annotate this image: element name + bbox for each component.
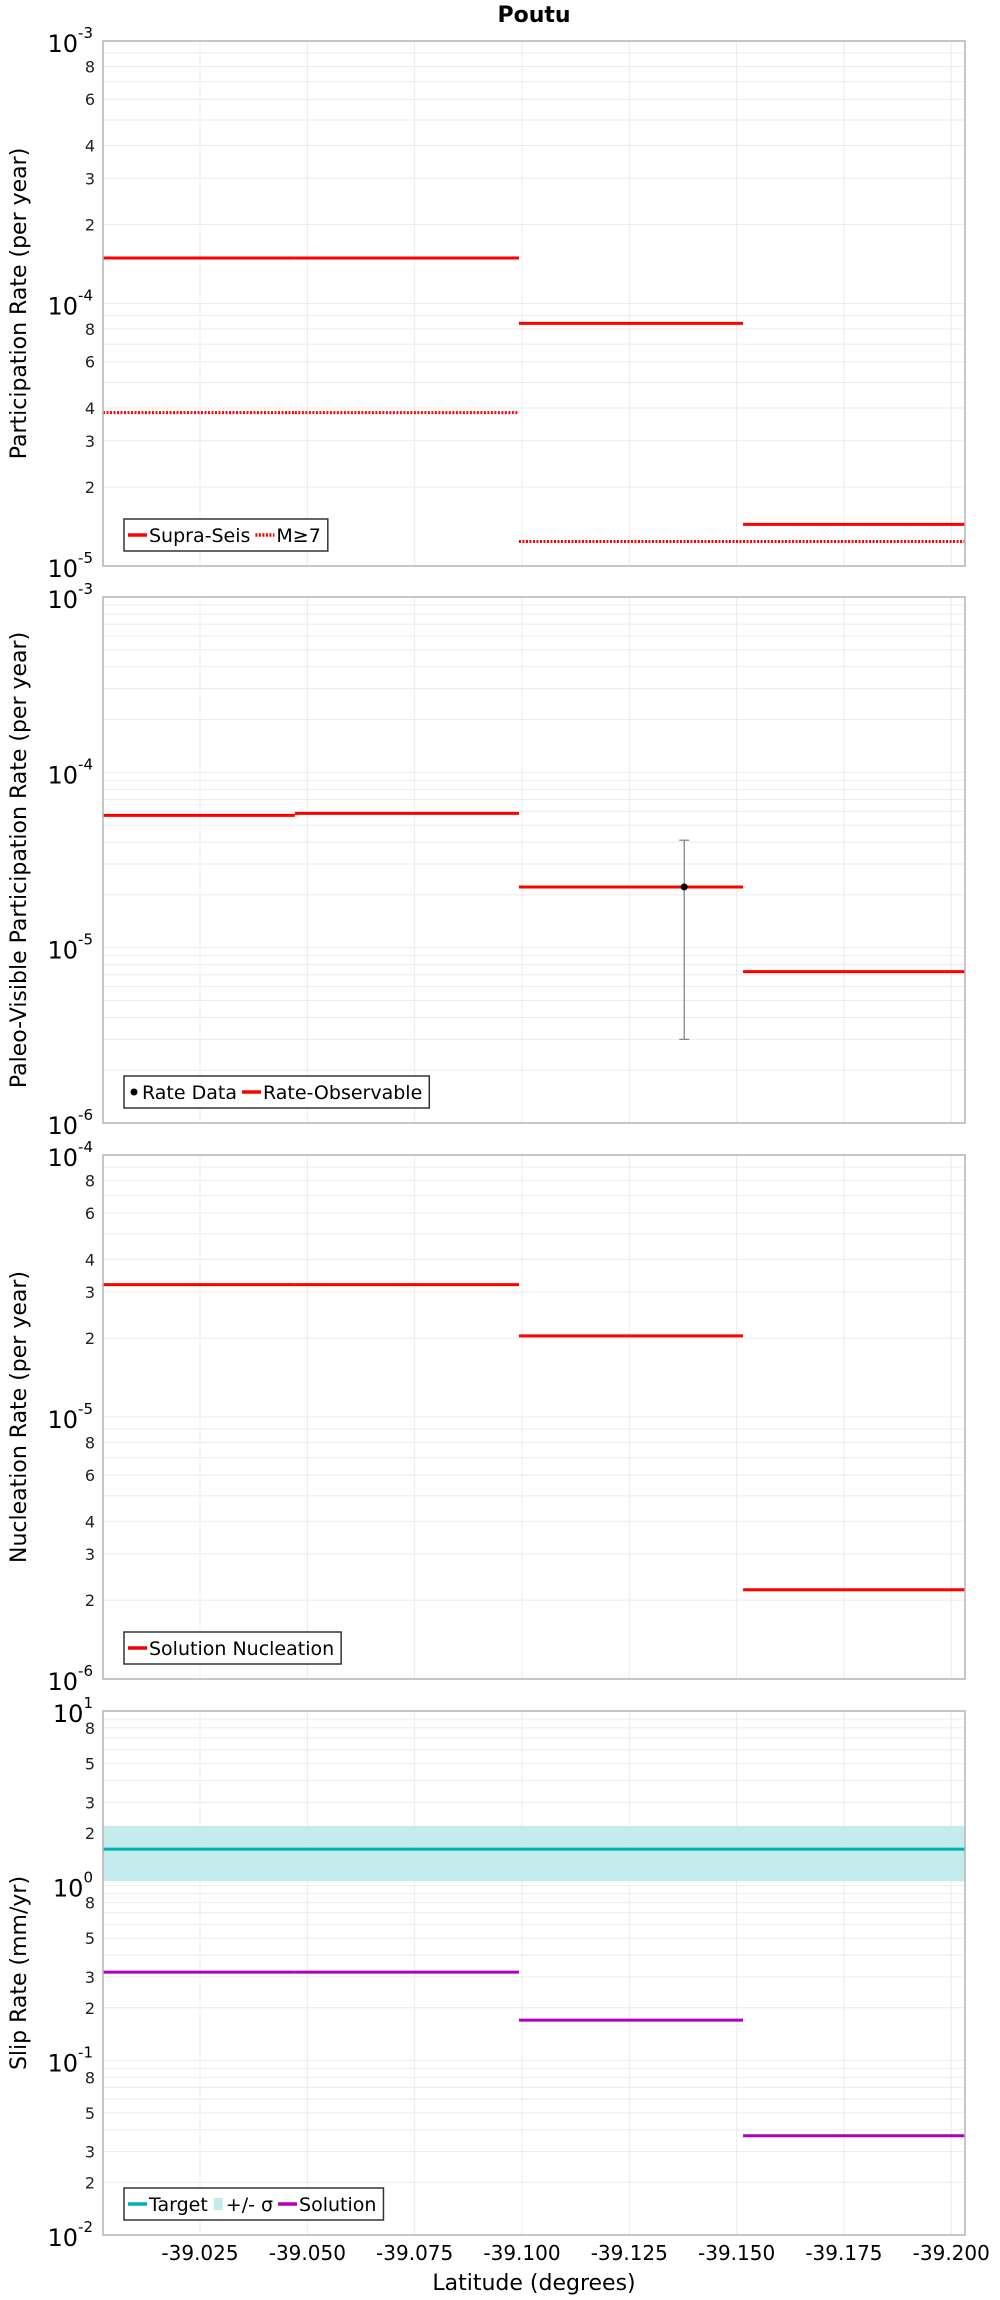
x-tick-label: -39.100 [483,2241,560,2265]
chart-title: Poutu [497,3,570,28]
y-minor-tick-label: 2 [85,1591,95,1610]
legend-box [123,1075,431,1109]
y-tick-label: 100 [53,1869,93,1903]
y-minor-tick-label: 2 [85,2173,95,2192]
legend: Target +/- σ Solution [123,2187,385,2221]
legend-box [123,2187,385,2221]
plot-frame [102,596,966,1124]
plot-frame [102,1710,966,2236]
sigma-band [103,1825,965,1882]
legend: Rate Data Rate-Observable [123,1075,431,1109]
y-tick-label: 10-3 [47,580,93,614]
legend-label: Solution [299,2194,376,2216]
y-minor-tick-label: 4 [85,1512,95,1531]
y-minor-tick-label: 8 [85,1719,95,1738]
legend-label: Target [148,2194,208,2216]
y-minor-tick-label: 3 [85,1283,95,1302]
y-minor-tick-label: 5 [85,1755,95,1774]
y-tick-label: 10-4 [47,287,93,321]
panel-2: 10-3 10-4 10-5 10-6 Paleo-Visible Participat… [7,580,966,1140]
data-point [680,883,688,891]
panel-4: 101 100 10-1 10-2 2 3 5 8 2 3 5 8 2 3 5 8 Slip Rate (mm/… [7,1694,966,2252]
legend-box [123,518,329,552]
y-tick-label: 10-6 [47,1106,93,1140]
legend-label: Rate-Observable [263,1082,422,1104]
x-tick-label: -39.050 [269,2241,346,2265]
panel-3: 10-4 10-5 10-6 2 3 4 6 8 2 3 4 6 8 Nucleation Rate (p… [7,1138,966,1696]
y-axis-label: Nucleation Rate (per year) [7,1271,32,1563]
x-tick-label: -39.025 [161,2241,238,2265]
y-minor-tick-label: 2 [85,1824,95,1843]
y-tick-label: 10-3 [47,24,93,58]
y-minor-tick-label: 3 [85,1968,95,1987]
legend-label: Rate Data [142,1082,237,1104]
x-tick-label: -39.150 [698,2241,775,2265]
y-minor-tick-label: 2 [85,1999,95,2018]
y-minor-tick-label: 8 [85,320,95,339]
legend-marker-band [213,2198,223,2210]
plot-frame [102,1154,966,1680]
y-minor-tick-label: 4 [85,136,95,155]
y-tick-label: 10-5 [47,1400,93,1434]
y-minor-tick-label: 8 [85,57,95,76]
y-minor-tick-label: 6 [85,353,95,372]
y-tick-label: 10-1 [47,2043,93,2077]
y-axis-label: Paleo-Visible Participation Rate (per ye… [7,632,32,1088]
y-tick-label: 101 [53,1694,93,1728]
legend: Solution Nucleation [123,1631,342,1665]
legend-label: M≥7 [276,525,320,547]
y-minor-tick-label: 2 [85,1329,95,1348]
y-minor-tick-label: 8 [85,1894,95,1913]
legend-marker-point [130,1088,138,1096]
y-minor-tick-label: 2 [85,478,95,497]
x-tick-label: -39.175 [805,2241,882,2265]
y-minor-tick-label: 3 [85,1545,95,1564]
legend-box [123,1631,342,1665]
y-minor-tick-label: 6 [85,1204,95,1223]
y-tick-label: 10-4 [47,755,93,789]
y-axis-label: Slip Rate (mm/yr) [7,1876,32,2070]
x-tick-label: -39.200 [913,2241,990,2265]
legend-label: Solution Nucleation [149,1638,334,1660]
y-axis-label: Participation Rate (per year) [7,148,32,460]
y-minor-tick-label: 4 [85,1250,95,1269]
plot-background [103,597,965,1123]
y-minor-tick-label: 3 [85,432,95,451]
y-tick-label: 10-2 [47,2218,93,2252]
panel-1: 10-3 10-4 10-5 2 3 4 6 8 2 3 4 6 8 Participation Rate… [7,24,966,583]
y-minor-tick-label: 3 [85,1793,95,1812]
y-tick-label: 10-4 [47,1138,93,1172]
y-minor-tick-label: 8 [85,1433,95,1452]
y-minor-tick-label: 3 [85,169,95,188]
y-tick-label: 10-5 [47,931,93,965]
legend-label: +/- σ [226,2194,273,2216]
y-minor-tick-label: 2 [85,215,95,234]
y-minor-tick-label: 8 [85,1171,95,1190]
plot-frame [102,40,966,567]
x-tick-label: -39.125 [591,2241,668,2265]
y-minor-tick-label: 6 [85,90,95,109]
y-tick-label: 10-5 [47,549,93,583]
y-minor-tick-label: 3 [85,2143,95,2162]
legend: Supra-Seis M≥7 [123,518,329,552]
legend-label: Supra-Seis [149,525,250,547]
y-minor-tick-label: 5 [85,1929,95,1948]
x-axis-label: Latitude (degrees) [432,2271,635,2296]
y-minor-tick-label: 6 [85,1466,95,1485]
y-minor-tick-label: 5 [85,2104,95,2123]
y-minor-tick-label: 4 [85,399,95,418]
y-minor-tick-label: 8 [85,2068,95,2087]
y-tick-label: 10-6 [47,1662,93,1696]
x-tick-label: -39.075 [376,2241,453,2265]
